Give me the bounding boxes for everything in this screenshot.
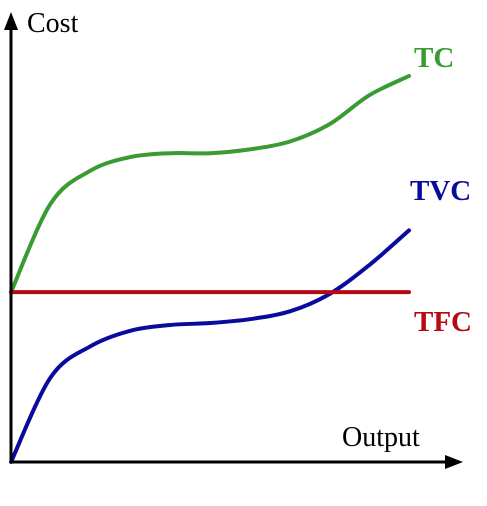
series-labels: TC TVC TFC [410, 42, 472, 338]
series-label-tvc: TVC [410, 175, 471, 207]
y-axis-arrowhead [4, 12, 18, 30]
x-axis-label: Output [342, 422, 420, 453]
series-label-tc: TC [414, 42, 454, 74]
y-axis-label: Cost [27, 8, 79, 39]
series-label-tfc: TFC [414, 306, 472, 338]
x-axis-arrowhead [445, 455, 463, 469]
series-line-tc [9, 74, 411, 295]
series-line-tvc [9, 228, 411, 464]
series-group [9, 74, 411, 464]
